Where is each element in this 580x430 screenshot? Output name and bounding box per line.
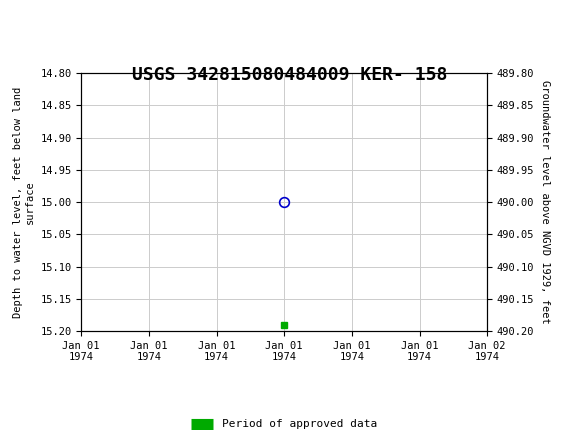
Legend: Period of approved data: Period of approved data <box>187 415 382 430</box>
Y-axis label: Depth to water level, feet below land
surface: Depth to water level, feet below land su… <box>13 86 35 318</box>
Text: ≈USGS: ≈USGS <box>17 17 72 35</box>
Y-axis label: Groundwater level above NGVD 1929, feet: Groundwater level above NGVD 1929, feet <box>540 80 550 324</box>
Text: USGS 342815080484009 KER- 158: USGS 342815080484009 KER- 158 <box>132 66 448 84</box>
